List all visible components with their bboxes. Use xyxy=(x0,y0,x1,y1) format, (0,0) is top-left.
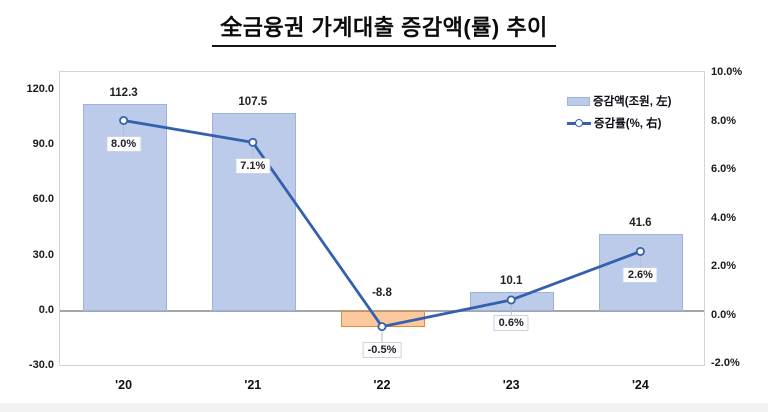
right-axis-tick: 8.0% xyxy=(711,114,737,127)
left-axis-tick: 90.0 xyxy=(32,137,54,150)
bar-value-label: 41.6 xyxy=(629,217,652,230)
right-axis-tick: 2.0% xyxy=(711,260,737,272)
line-series-swatch-icon xyxy=(567,119,591,128)
right-axis-tick: 0.0% xyxy=(711,308,737,321)
bar-22 xyxy=(341,311,425,328)
rate-value-label: 7.1% xyxy=(235,157,271,174)
legend-item-line-series: 증감률(%, 右) xyxy=(567,112,671,134)
left-axis-tick: -30.0 xyxy=(28,359,54,372)
bar-value-label: -8.8 xyxy=(372,287,392,300)
x-axis-label: '21 xyxy=(244,378,262,392)
right-axis-tick: 10.0% xyxy=(711,66,743,78)
rate-value-label: -0.5% xyxy=(362,342,402,359)
x-axis-label: '20 xyxy=(115,378,133,392)
title-bar: 全금융권 가계대출 증감액(률) 추이 xyxy=(0,10,768,47)
bar-23 xyxy=(470,292,555,312)
legend-item-bar-series: 증감액(조원, 左) xyxy=(567,90,671,112)
left-axis-tick: 0.0 xyxy=(38,304,54,317)
bar-value-label: 112.3 xyxy=(109,86,138,99)
bar-20 xyxy=(82,103,167,311)
x-axis-label: '22 xyxy=(373,378,391,392)
bar-value-label: 107.5 xyxy=(238,95,268,108)
rate-value-label: 0.6% xyxy=(493,315,529,332)
line-swatch-marker-icon xyxy=(575,119,583,127)
right-axis-tick: -2.0% xyxy=(711,357,740,369)
x-axis-label: '24 xyxy=(631,378,649,392)
bar-21 xyxy=(211,112,296,311)
right-axis-tick: 6.0% xyxy=(711,163,737,175)
right-axis-tick: 4.0% xyxy=(711,211,737,224)
rate-value-label: 2.6% xyxy=(622,266,658,283)
bar-value-label: 10.1 xyxy=(499,275,523,288)
left-axis-tick: 30.0 xyxy=(32,248,54,261)
bar-series-swatch-icon xyxy=(567,96,590,106)
bottom-band xyxy=(0,403,768,412)
rate-value-label: 8.0% xyxy=(106,136,142,152)
chart-title: 全금융권 가계대출 증감액(률) 추이 xyxy=(212,10,556,47)
left-axis-tick: 120.0 xyxy=(26,82,54,95)
x-axis-label: '23 xyxy=(502,378,520,392)
legend-line-label: 증감률(%, 右) xyxy=(594,118,662,130)
legend: 증감액(조원, 左) 증감률(%, 右) xyxy=(567,90,671,134)
legend-bar-label: 증감액(조원, 左) xyxy=(593,96,672,108)
left-axis-tick: 60.0 xyxy=(32,193,54,206)
